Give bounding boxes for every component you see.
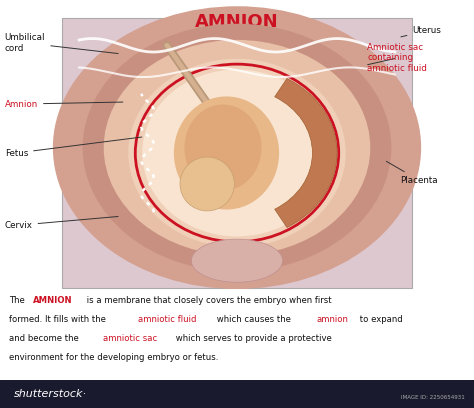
Text: environment for the developing embryo or fetus.: environment for the developing embryo or… xyxy=(9,353,219,362)
Ellipse shape xyxy=(184,104,262,191)
Ellipse shape xyxy=(142,69,332,237)
Text: AMNION: AMNION xyxy=(33,296,73,305)
Ellipse shape xyxy=(104,40,370,255)
Text: which serves to provide a protective: which serves to provide a protective xyxy=(173,334,332,343)
Ellipse shape xyxy=(191,239,283,282)
Text: formed. It fills with the: formed. It fills with the xyxy=(9,315,109,324)
FancyBboxPatch shape xyxy=(0,380,474,408)
Ellipse shape xyxy=(53,6,421,289)
FancyBboxPatch shape xyxy=(62,18,412,288)
Text: is a membrane that closely covers the embryo when first: is a membrane that closely covers the em… xyxy=(84,296,332,305)
Text: IMAGE ID: 2250654931: IMAGE ID: 2250654931 xyxy=(401,395,465,400)
Text: to expand: to expand xyxy=(357,315,403,324)
Ellipse shape xyxy=(128,59,346,247)
Ellipse shape xyxy=(180,157,234,211)
Text: amniotic sac: amniotic sac xyxy=(103,334,157,343)
Text: Cervix: Cervix xyxy=(5,217,118,230)
Wedge shape xyxy=(275,78,337,228)
Text: Amnion: Amnion xyxy=(5,100,123,109)
Text: Umbilical
cord: Umbilical cord xyxy=(5,33,118,53)
Text: Placenta: Placenta xyxy=(386,161,438,185)
Text: amnion: amnion xyxy=(316,315,348,324)
Text: which causes the: which causes the xyxy=(213,315,293,324)
Text: AMNION: AMNION xyxy=(195,13,279,31)
Ellipse shape xyxy=(174,96,279,210)
Text: Uterus: Uterus xyxy=(401,26,441,37)
Text: Fetus: Fetus xyxy=(5,137,142,157)
Text: shutterstock·: shutterstock· xyxy=(14,389,87,399)
Text: amniotic fluid: amniotic fluid xyxy=(138,315,197,324)
Text: Amniotic sac
containing
amniotic fluid: Amniotic sac containing amniotic fluid xyxy=(367,43,427,73)
Text: and become the: and become the xyxy=(9,334,82,343)
Ellipse shape xyxy=(82,24,392,271)
Text: The: The xyxy=(9,296,28,305)
